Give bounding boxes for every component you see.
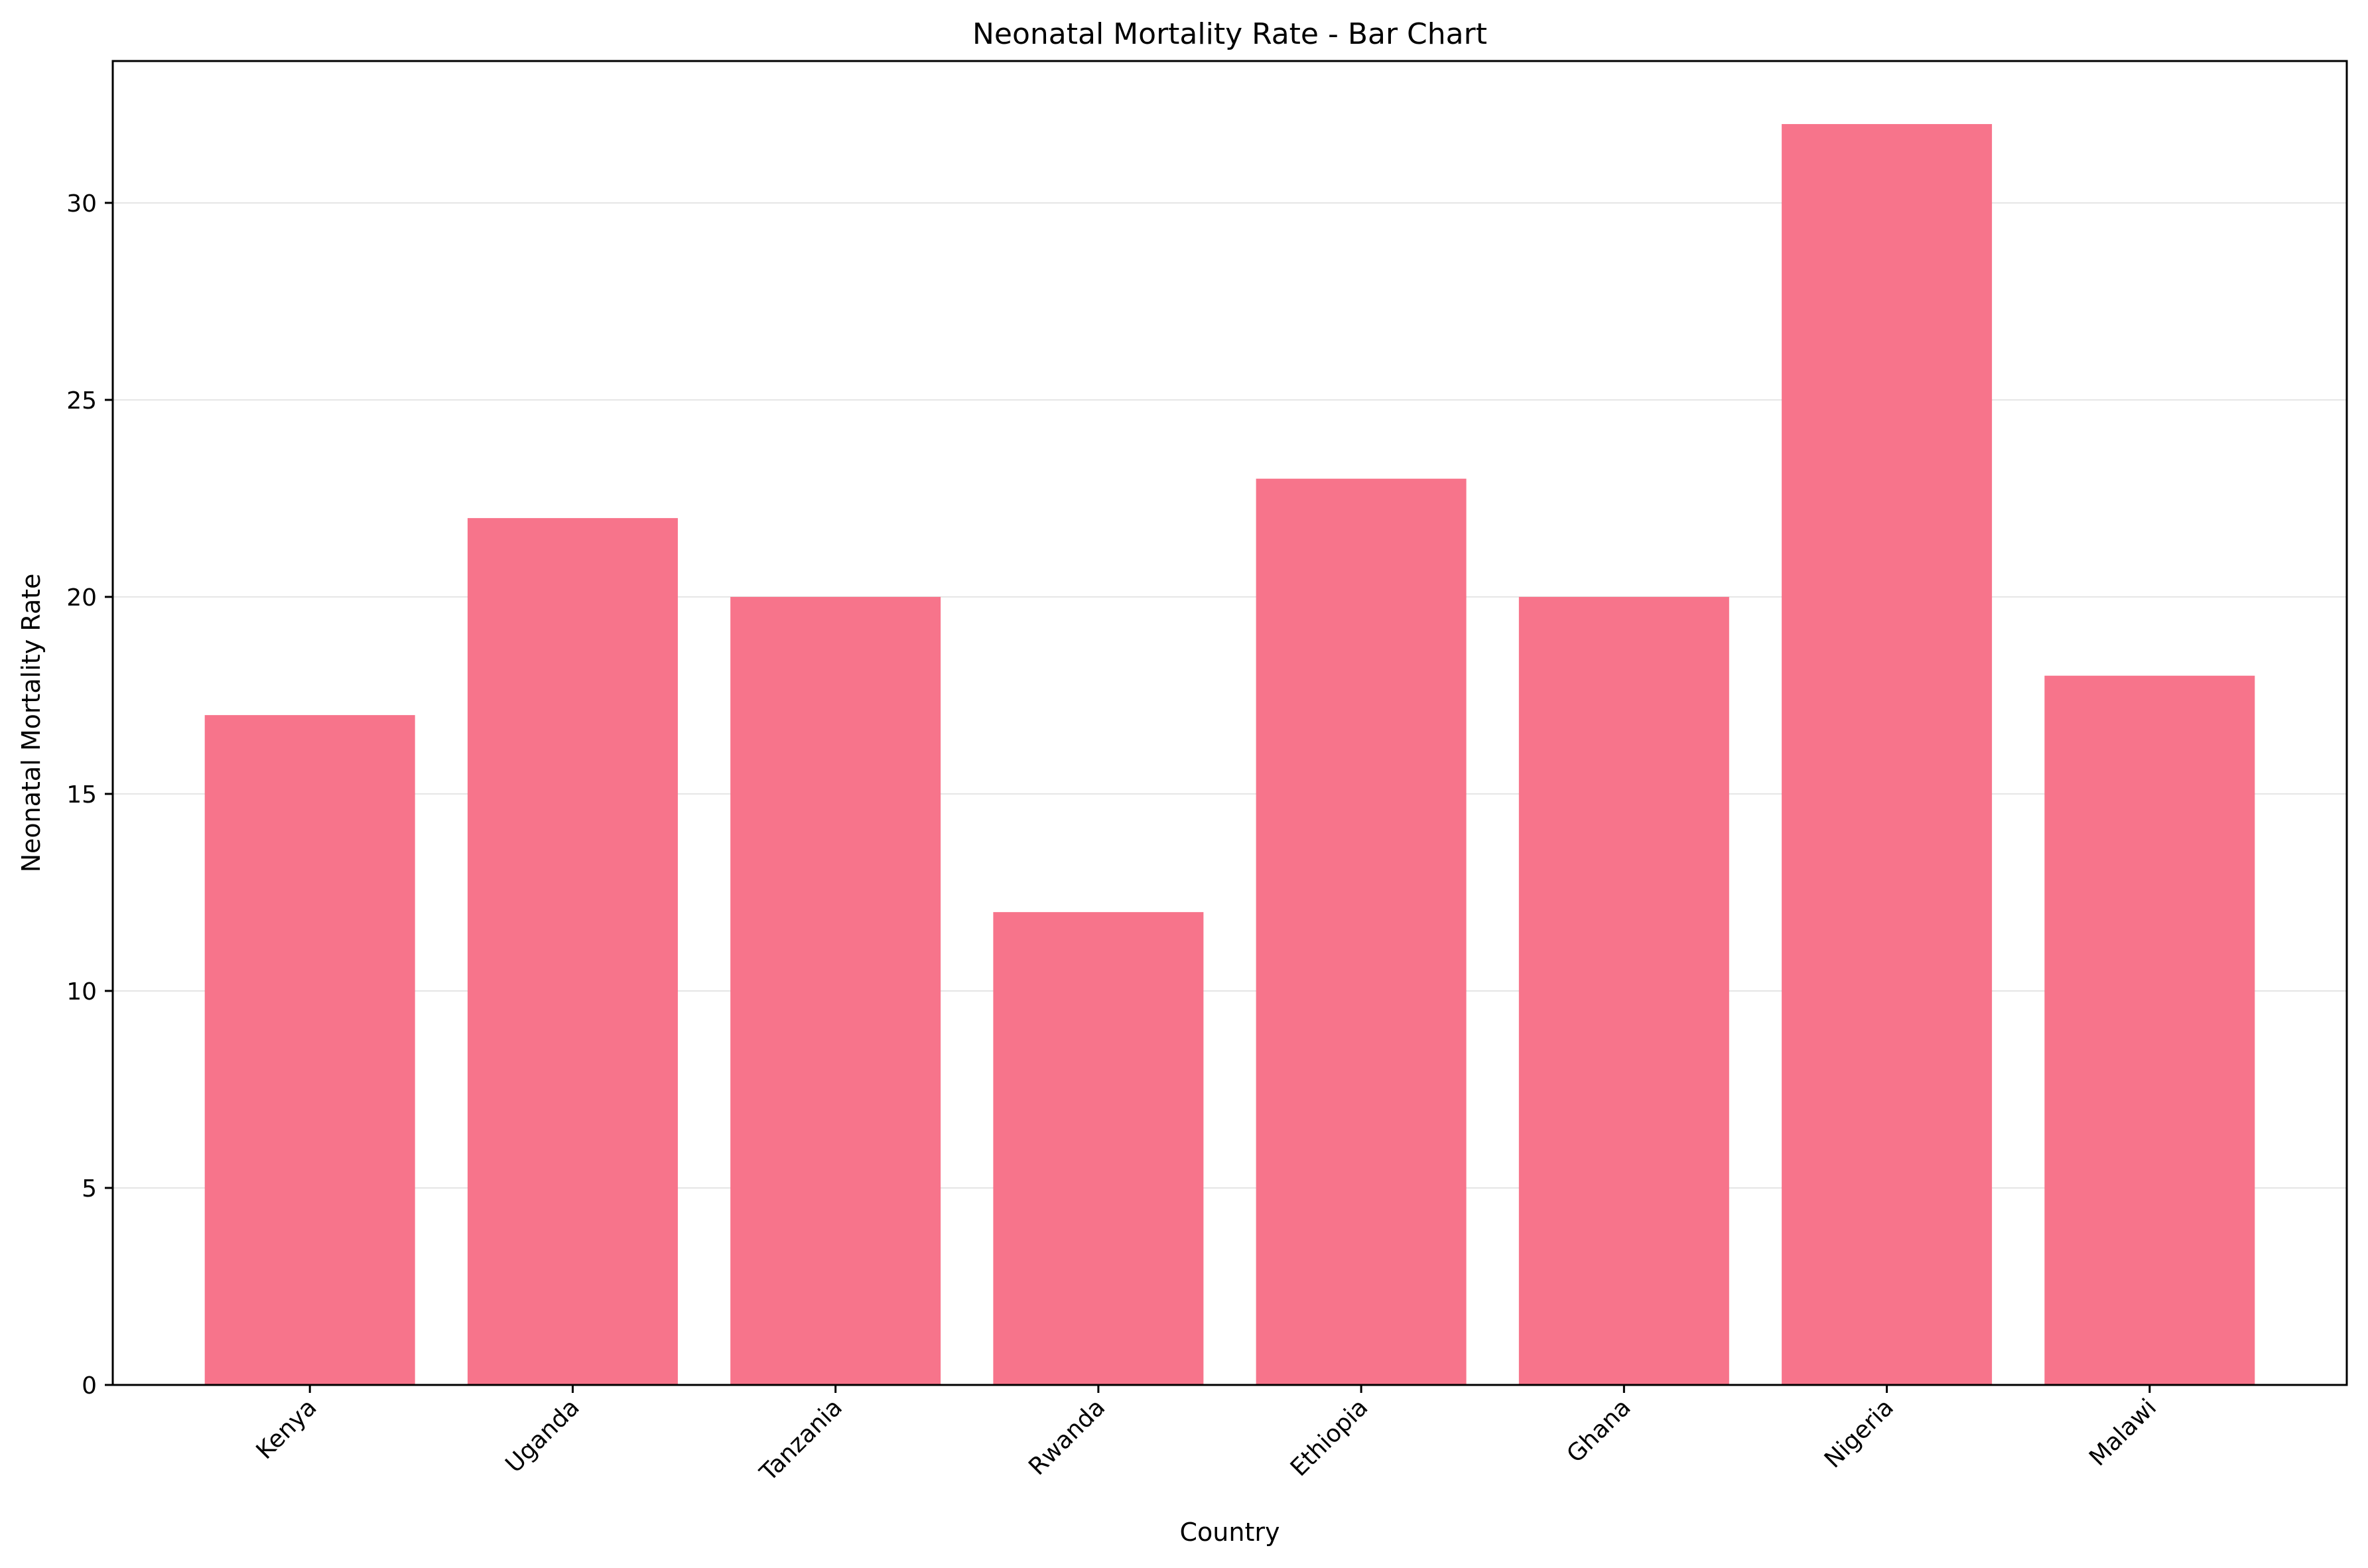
- x-axis-label: Country: [1180, 1518, 1280, 1547]
- y-tick-label: 5: [82, 1175, 97, 1203]
- bar-tanzania: [730, 596, 941, 1385]
- grid-lines: [113, 202, 2347, 1189]
- y-tick-label: 30: [66, 190, 97, 218]
- y-tick-label: 20: [66, 584, 97, 612]
- bar-uganda: [467, 518, 678, 1385]
- bars: [204, 124, 2255, 1386]
- y-tick-label: 0: [82, 1372, 97, 1400]
- x-tick-label: Kenya: [251, 1394, 322, 1465]
- bar-malawi: [2044, 675, 2255, 1385]
- x-tick-label: Ghana: [1562, 1394, 1636, 1468]
- x-axis-ticks: Kenya Uganda Tanzania Rwanda Ethiopia Ghana Ni…: [251, 1385, 2162, 1487]
- bar-kenya: [204, 715, 415, 1385]
- chart-title: Neonatal Mortality Rate - Bar Chart: [972, 17, 1487, 51]
- x-tick-label: Tanzania: [754, 1394, 848, 1487]
- x-tick-label: Uganda: [500, 1394, 584, 1478]
- x-tick-label: Ethiopia: [1285, 1394, 1374, 1482]
- plot-area-frame: [111, 60, 2348, 1386]
- bar-rwanda: [993, 912, 1204, 1385]
- y-axis-ticks: 0 5 10 15 20 25 30: [66, 190, 113, 1400]
- y-axis-label: Neonatal Mortality Rate: [17, 574, 46, 873]
- bar-nigeria: [1782, 124, 1993, 1386]
- y-tick-label: 25: [66, 387, 97, 415]
- y-tick-label: 10: [66, 978, 97, 1006]
- x-tick-label: Nigeria: [1819, 1394, 1899, 1473]
- x-tick-label: Rwanda: [1023, 1394, 1110, 1480]
- bar-ghana: [1518, 596, 1729, 1385]
- x-tick-label: Malawi: [2084, 1394, 2162, 1471]
- bar-ethiopia: [1256, 478, 1467, 1386]
- y-tick-label: 15: [66, 781, 97, 809]
